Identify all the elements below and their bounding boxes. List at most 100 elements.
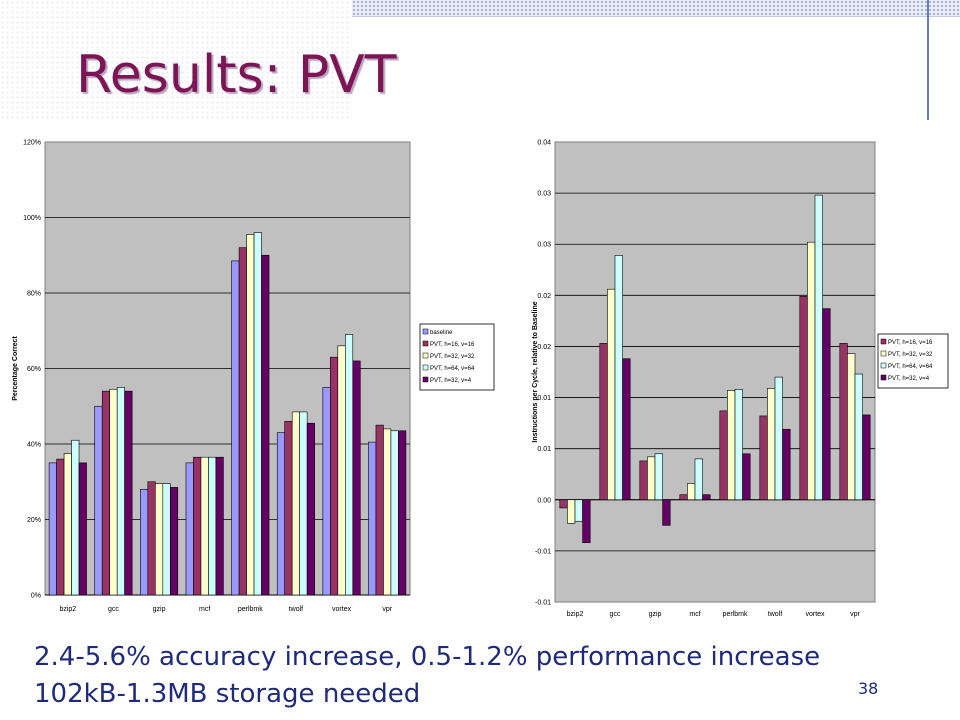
accuracy-chart-legend-swatch xyxy=(422,352,429,359)
accuracy-chart-legend-label: baseline xyxy=(430,330,453,336)
accuracy-chart-category-label: perlbmk xyxy=(238,606,263,613)
slide-title: Results: PVT xyxy=(76,45,397,105)
ipc-chart-bar xyxy=(639,460,648,501)
accuracy-chart-bar xyxy=(208,456,217,596)
ipc-chart-category-label: gcc xyxy=(610,611,621,618)
accuracy-chart-legend-swatch xyxy=(422,328,429,335)
ipc-chart-bar xyxy=(574,499,583,522)
ipc-chart-y-axis-title: Instructions per Cycle, relative to Base… xyxy=(532,301,539,442)
ipc-chart-legend-swatch xyxy=(880,362,887,369)
ipc-chart-bar xyxy=(719,410,728,501)
accuracy-chart-bar xyxy=(238,247,247,596)
ipc-chart-bar xyxy=(774,376,783,501)
ipc-chart-bar xyxy=(734,389,743,501)
bullet-accuracy-performance: 2.4-5.6% accuracy increase, 0.5-1.2% per… xyxy=(34,642,821,672)
accuracy-chart-bar xyxy=(169,487,179,596)
ipc-chart-y-tick-label: 0.04 xyxy=(537,140,551,147)
accuracy-chart-category-label: gzip xyxy=(153,606,166,613)
accuracy-chart-category-label: twolf xyxy=(289,606,303,613)
accuracy-chart-bar xyxy=(375,424,384,596)
ipc-chart-category-label: gzip xyxy=(649,611,662,618)
accuracy-chart-bar xyxy=(383,428,392,596)
ipc-chart-y-tick-label: 0.01 xyxy=(537,395,551,402)
accuracy-chart-y-tick-label: 80% xyxy=(27,291,41,298)
ipc-chart-category-label: mcf xyxy=(689,611,700,618)
accuracy-chart-bar xyxy=(71,439,80,596)
ipc-chart-y-tick-label: 0.01 xyxy=(537,446,551,453)
ipc-chart-bar xyxy=(687,483,696,501)
accuracy-chart-bar xyxy=(299,411,308,596)
accuracy-chart-svg: 0% 20% 40% 60% 80% 100% 120% bzip2 gcc gzip mcf per… xyxy=(12,140,495,613)
header-accent-rule xyxy=(927,0,929,120)
accuracy-chart-category-label: gcc xyxy=(108,606,119,613)
accuracy-chart-bar xyxy=(101,390,110,596)
accuracy-chart-bar xyxy=(155,483,164,596)
ipc-chart-bar xyxy=(622,358,631,501)
accuracy-chart-legend-label: PVT, h=32, v=4 xyxy=(430,378,472,384)
ipc-chart-legend-swatch xyxy=(880,350,887,357)
bullet-storage: 102kB-1.3MB storage needed xyxy=(34,679,421,709)
accuracy-chart-bar xyxy=(330,356,339,596)
header-pattern-band xyxy=(352,0,960,17)
ipc-chart: -0.01 -0.01 0.00 0.01 0.01 0.02 0.02 0.03 0.03 0.… xyxy=(510,128,950,618)
accuracy-chart-bar xyxy=(116,387,125,596)
accuracy-chart-legend xyxy=(419,323,495,391)
ipc-chart-bar xyxy=(614,255,623,501)
accuracy-chart-bar xyxy=(147,481,156,596)
accuracy-chart-bar xyxy=(291,411,300,596)
ipc-chart-bar xyxy=(807,241,816,501)
accuracy-chart-bar xyxy=(78,462,87,596)
accuracy-chart-category-label: mcf xyxy=(199,606,210,613)
ipc-chart-bar xyxy=(694,458,703,501)
ipc-chart-bar xyxy=(679,494,688,501)
ipc-chart-y-tick-label: 0.02 xyxy=(537,293,551,300)
ipc-chart-legend-label: PVT, h=32, v=4 xyxy=(888,376,930,382)
ipc-chart-legend-label: PVT, h=16, v=16 xyxy=(888,340,933,346)
accuracy-chart-legend-label: PVT, h=64, v=64 xyxy=(430,366,475,372)
accuracy-chart-bar xyxy=(193,456,202,596)
accuracy-chart-legend-label: PVT, h=32, v=32 xyxy=(430,354,475,360)
ipc-chart-bar xyxy=(822,308,831,501)
accuracy-chart-y-tick-label: 40% xyxy=(27,442,41,449)
ipc-chart-category-label: vortex xyxy=(805,611,825,618)
ipc-chart-legend-label: PVT, h=32, v=32 xyxy=(888,352,933,358)
accuracy-chart-legend-swatch xyxy=(422,376,429,383)
accuracy-chart-y-tick-label: 100% xyxy=(23,215,41,222)
accuracy-chart-bar xyxy=(284,421,293,596)
accuracy-chart-y-tick-label: 120% xyxy=(23,140,41,147)
accuracy-chart-bar xyxy=(124,390,133,596)
accuracy-chart-category-label: bzip2 xyxy=(59,606,76,613)
ipc-chart-bar xyxy=(662,499,671,526)
accuracy-chart-bar xyxy=(94,405,103,596)
ipc-chart-category-label: bzip2 xyxy=(567,611,584,618)
accuracy-chart-bar xyxy=(276,432,286,596)
accuracy-chart-bar xyxy=(185,462,194,596)
accuracy-chart-bar xyxy=(368,441,377,596)
accuracy-chart-category-label: vortex xyxy=(332,606,352,613)
slide-number: 38 xyxy=(858,679,879,698)
ipc-chart-bar xyxy=(742,453,751,501)
ipc-chart-bar xyxy=(847,353,856,501)
ipc-chart-svg: -0.01 -0.01 0.00 0.01 0.01 0.02 0.02 0.03 0.03 0.… xyxy=(532,140,949,618)
accuracy-chart-bar xyxy=(246,234,255,596)
accuracy-chart-y-tick-label: 20% xyxy=(27,517,41,524)
ipc-chart-bar xyxy=(607,288,616,501)
ipc-chart-legend xyxy=(877,333,949,389)
ipc-chart-y-tick-label: 0.00 xyxy=(537,497,551,504)
header-dot-pattern xyxy=(0,0,352,120)
accuracy-chart-bar xyxy=(337,345,346,596)
ipc-chart-legend-label: PVT, h=64, v=64 xyxy=(888,364,933,370)
ipc-chart-bar xyxy=(727,390,736,501)
accuracy-chart-bar xyxy=(48,462,57,596)
accuracy-chart-bar xyxy=(398,430,407,596)
accuracy-chart-bar xyxy=(109,388,118,596)
accuracy-chart-bar xyxy=(200,456,209,596)
ipc-chart-y-tick-label: 0.03 xyxy=(537,191,551,198)
ipc-chart-legend-swatch xyxy=(880,374,887,381)
ipc-chart-bar xyxy=(702,494,711,501)
ipc-chart-bar xyxy=(782,428,791,501)
ipc-chart-category-label: vpr xyxy=(850,611,860,618)
accuracy-chart-bar xyxy=(345,334,354,596)
ipc-chart-y-tick-label: -0.01 xyxy=(535,600,551,607)
accuracy-chart-y-tick-label: 60% xyxy=(27,366,41,373)
